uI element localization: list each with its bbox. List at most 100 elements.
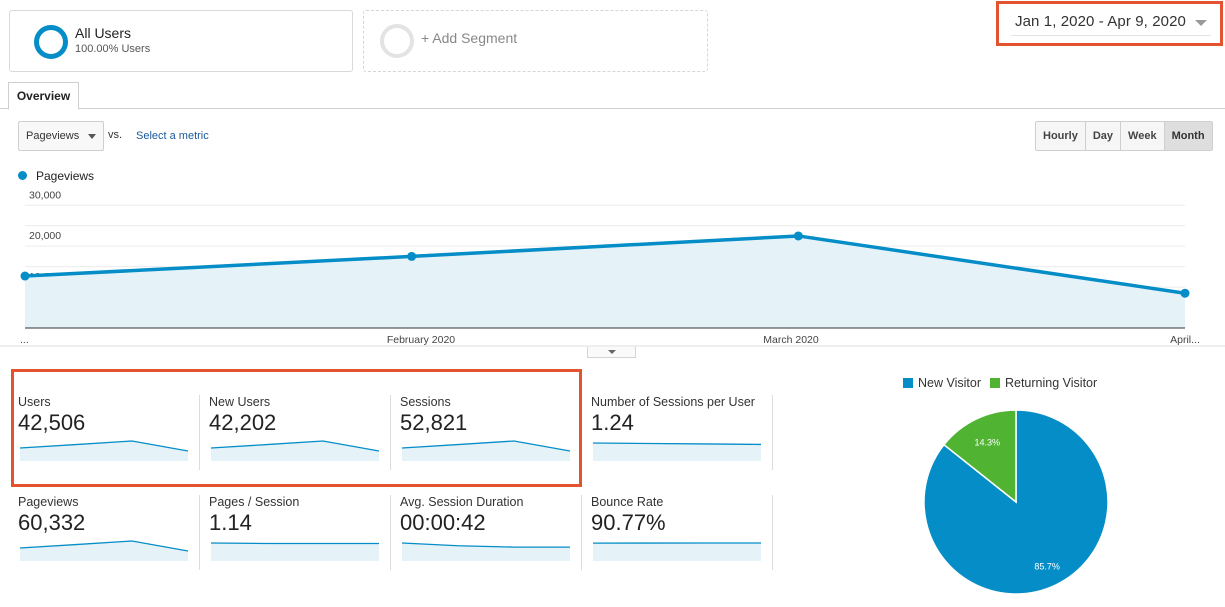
sparkline-fill <box>402 543 570 561</box>
metric-label: Pages / Session <box>209 495 300 509</box>
metric-label: Sessions <box>400 395 451 409</box>
tab-bar <box>0 108 1225 109</box>
metric-sparkline <box>401 440 571 461</box>
x-tick-label: February 2020 <box>387 334 455 346</box>
y-tick-label: 30,000 <box>29 189 61 201</box>
sparkline-line <box>19 440 189 452</box>
segment-subtitle: 100.00% Users <box>75 43 151 55</box>
pie-legend-returning-visitor: Returning Visitor <box>989 376 1098 390</box>
chevron-down-icon <box>1195 20 1207 26</box>
tile-divider <box>772 395 773 470</box>
metric-label: New Users <box>209 395 271 409</box>
tile-divider <box>581 495 582 570</box>
data-point <box>407 251 417 261</box>
segment-title: All Users <box>75 25 132 41</box>
new-visitor-swatch <box>903 378 913 388</box>
metric-label: Users <box>18 395 51 409</box>
sparkline-line <box>401 542 570 548</box>
metric-value: 00:00:42 <box>400 510 486 535</box>
metric-value: 1.14 <box>209 510 252 535</box>
metric-label: Number of Sessions per User <box>591 395 755 409</box>
sparkline-line <box>401 440 571 452</box>
x-tick-label: ... <box>20 334 29 346</box>
pie-slice-returning-visitor <box>942 409 1017 504</box>
metric-sparkline <box>592 442 762 461</box>
metric-label: Bounce Rate <box>591 495 664 509</box>
metric-tile[interactable]: Number of Sessions per User 1.24 <box>591 395 773 485</box>
metric-tile[interactable]: Bounce Rate 90.77% <box>591 495 773 585</box>
metric-sparkline <box>210 542 379 561</box>
granularity-week-button[interactable]: Week <box>1121 122 1165 150</box>
series-line-pageviews <box>24 234 1186 295</box>
sparkline-line <box>210 542 379 545</box>
sparkline-fill <box>593 443 761 461</box>
metric-value: 60,332 <box>18 510 86 535</box>
chart-expand-toggle[interactable] <box>587 347 636 358</box>
add-segment-button[interactable]: + Add Segment <box>363 10 708 72</box>
metric-sparkline <box>592 542 761 561</box>
tile-divider <box>390 395 391 470</box>
returning-visitor-swatch <box>989 378 1000 388</box>
sparkline-line <box>592 442 762 446</box>
metric-value: 52,821 <box>400 410 468 435</box>
metric-tile[interactable]: New Users 42,202 <box>209 395 391 485</box>
legend-pageviews-label: Pageviews <box>36 169 95 183</box>
metric-value: 42,506 <box>18 410 86 435</box>
granularity-month-button[interactable]: Month <box>1164 122 1212 150</box>
pie-slice-label: 85.7% <box>1034 562 1060 572</box>
pie-legend-new-visitor-label: New Visitor <box>918 376 981 390</box>
select-metric-link[interactable]: Select a metric <box>136 130 209 142</box>
date-range-picker[interactable]: Jan 1, 2020 - Apr 9, 2020 <box>1011 8 1211 36</box>
tile-divider <box>199 395 200 470</box>
metric-tile[interactable]: Sessions 52,821 <box>400 395 582 485</box>
area-fill <box>25 235 1185 328</box>
empty-segment-ring-icon <box>380 24 414 58</box>
y-tick-label: 20,000 <box>29 230 61 242</box>
pie-legend-new-visitor: New Visitor <box>903 376 981 390</box>
metric-label: Avg. Session Duration <box>400 495 524 509</box>
sparkline-fill <box>593 543 761 561</box>
metric-tile[interactable]: Pageviews 60,332 <box>18 495 200 585</box>
date-range-label: Jan 1, 2020 - Apr 9, 2020 <box>1015 13 1186 30</box>
metric-sparkline <box>401 542 570 561</box>
tile-divider <box>772 495 773 570</box>
granularity-toggle: Hourly Day Week Month <box>1035 121 1213 151</box>
metric-sparkline <box>210 440 380 461</box>
pie-legend: New Visitor Returning Visitor <box>903 376 1097 390</box>
legend-pageviews-marker <box>18 171 27 180</box>
metric-tile[interactable]: Avg. Session Duration 00:00:42 <box>400 495 582 585</box>
vs-label: vs. <box>108 129 123 141</box>
pie-slice-label: 14.3% <box>974 437 1000 447</box>
segment-all-users[interactable]: All Users 100.00% Users <box>9 10 353 72</box>
tile-divider <box>199 495 200 570</box>
metric-value: 1.24 <box>591 410 634 435</box>
data-point <box>793 231 803 241</box>
tab-overview[interactable]: Overview <box>8 82 79 110</box>
segment-ring-icon <box>34 25 68 59</box>
granularity-hourly-button[interactable]: Hourly <box>1036 122 1086 150</box>
tile-divider <box>390 495 391 570</box>
data-point <box>20 271 30 281</box>
x-tick-label: March 2020 <box>763 334 819 346</box>
date-range-highlight <box>996 1 1223 46</box>
pie-legend-returning-visitor-label: Returning Visitor <box>1004 376 1098 390</box>
caret-down-icon <box>88 134 96 139</box>
sparkline-fill <box>20 541 188 561</box>
sparkline-fill <box>211 543 379 561</box>
metrics-highlight-box <box>11 369 582 487</box>
metric-sparkline <box>19 440 189 461</box>
x-tick-label: April... <box>1170 334 1200 346</box>
metric-tile[interactable]: Pages / Session 1.14 <box>209 495 391 585</box>
metric-label: Pageviews <box>18 495 79 509</box>
caret-down-icon <box>608 350 616 354</box>
metric-dropdown[interactable]: Pageviews <box>18 121 104 151</box>
metric-dropdown-label: Pageviews <box>26 130 80 142</box>
sparkline-line <box>19 540 189 552</box>
granularity-day-button[interactable]: Day <box>1085 122 1122 150</box>
data-point <box>1180 288 1190 298</box>
add-segment-label: + Add Segment <box>421 30 518 46</box>
metric-tile[interactable]: Users 42,506 <box>18 395 200 485</box>
visitor-type-pie-chart: 85.7% 14.3% <box>923 409 1109 595</box>
metric-sparkline <box>19 540 189 561</box>
